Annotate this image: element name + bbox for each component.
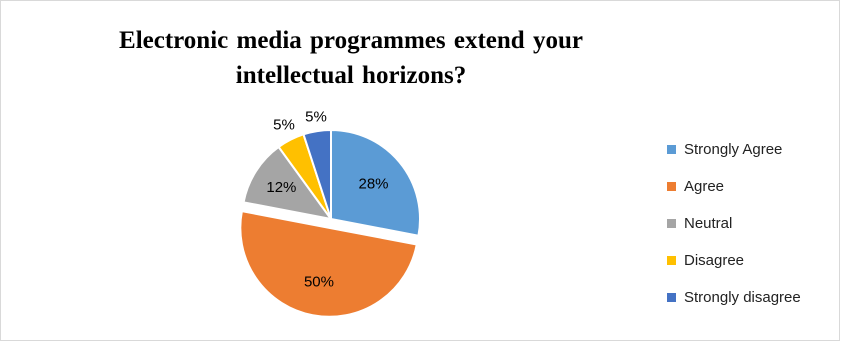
pie-slice-strongly-agree (330, 128, 421, 237)
data-label-neutral: 12% (266, 179, 296, 196)
data-label-disagree: 5% (273, 117, 295, 134)
data-label-strongly-disagree: 5% (305, 109, 327, 126)
legend-label-neutral: Neutral (684, 215, 733, 232)
pie-slice-agree (239, 209, 418, 318)
legend-item-agree: Agree (667, 168, 801, 205)
legend-swatch-disagree (667, 256, 676, 265)
data-label-strongly-agree: 28% (359, 175, 389, 192)
legend-label-strongly-disagree: Strongly disagree (684, 289, 801, 306)
legend-item-strongly-disagree: Strongly disagree (667, 279, 801, 316)
pie-slice-strongly-disagree (302, 128, 332, 220)
legend-item-neutral: Neutral (667, 205, 801, 242)
legend-swatch-neutral (667, 219, 676, 228)
legend-label-agree: Agree (684, 178, 725, 195)
legend-swatch-agree (667, 182, 676, 191)
data-label-agree: 50% (304, 274, 334, 291)
legend-swatch-strongly-agree (667, 145, 676, 154)
legend-label-strongly-agree: Strongly Agree (684, 141, 783, 158)
legend-label-disagree: Disagree (684, 252, 745, 269)
chart-legend: Strongly Agree Agree Neutral Disagree Strong… (667, 131, 801, 316)
legend-item-disagree: Disagree (667, 242, 801, 279)
chart-title: Electronic media programmes extend your … (119, 27, 583, 89)
pie-slice-neutral (242, 145, 334, 221)
legend-item-strongly-agree: Strongly Agree (667, 131, 801, 168)
legend-swatch-strongly-disagree (667, 293, 676, 302)
